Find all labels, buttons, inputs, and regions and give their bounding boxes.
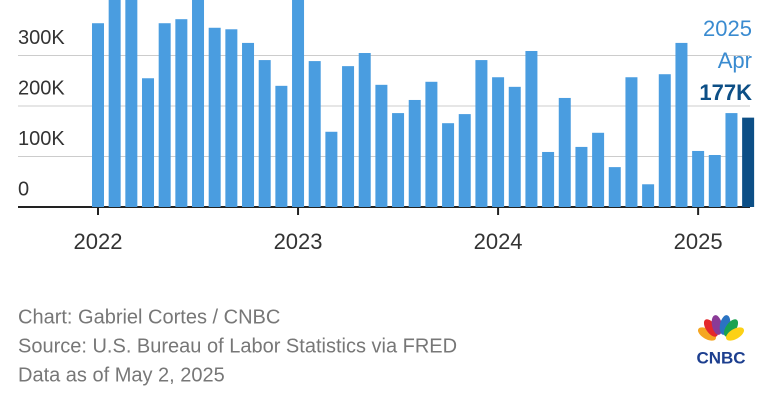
y-tick-label: 100K [18, 128, 65, 150]
bar [125, 0, 138, 208]
bar [742, 117, 755, 207]
bar [392, 113, 405, 207]
bar [142, 78, 155, 207]
annotation: 2025 [703, 16, 752, 41]
y-tick-label: 0 [18, 178, 29, 200]
bar [725, 113, 738, 207]
bar [625, 77, 638, 207]
bar [192, 0, 205, 207]
bar [475, 60, 488, 207]
bar [575, 146, 588, 207]
bar [458, 114, 471, 207]
bar [158, 23, 171, 207]
bar [258, 60, 271, 207]
bar [558, 97, 571, 207]
annotation: Apr [718, 48, 752, 73]
bar [342, 66, 355, 207]
bar [375, 84, 388, 207]
x-tick-label: 2025 [674, 229, 723, 254]
logo-peacock [697, 315, 745, 341]
bar [208, 27, 221, 207]
y-tick-label: 300K [18, 27, 65, 49]
bar [608, 167, 621, 207]
x-tick-label: 2023 [274, 229, 323, 254]
bar [308, 61, 321, 208]
x-tick-label: 2024 [474, 229, 523, 254]
bar [292, 0, 305, 207]
bars [92, 0, 755, 208]
bar [242, 42, 255, 207]
bar [542, 151, 555, 207]
bar [675, 42, 688, 207]
bar [108, 0, 121, 207]
bar [92, 23, 104, 207]
bar [508, 86, 521, 207]
source: Source: U.S. Bureau of Labor Statistics … [18, 335, 457, 357]
credit: Chart: Gabriel Cortes / CNBC [18, 306, 280, 328]
bar [225, 29, 238, 207]
bar [325, 131, 338, 207]
bar [642, 184, 655, 207]
bar [658, 74, 671, 207]
bar [442, 123, 455, 207]
bar [592, 132, 605, 207]
bar [358, 53, 371, 208]
y-tick-label: 200K [18, 77, 65, 99]
bar [175, 19, 188, 208]
bar [708, 154, 721, 207]
date-note: Data as of May 2, 2025 [18, 364, 225, 386]
bar [525, 50, 538, 208]
x-tick-label: 2022 [74, 229, 123, 254]
bar [425, 81, 438, 207]
bar [408, 99, 421, 207]
bar [492, 77, 505, 207]
logo-text: CNBC [696, 348, 745, 367]
value-label: 177K [699, 80, 752, 105]
bar [692, 150, 705, 207]
bar [275, 85, 288, 207]
labels: 0 100K 200K 300K 2022 2023 2024 2025 177K 2025 Apr [18, 16, 752, 254]
